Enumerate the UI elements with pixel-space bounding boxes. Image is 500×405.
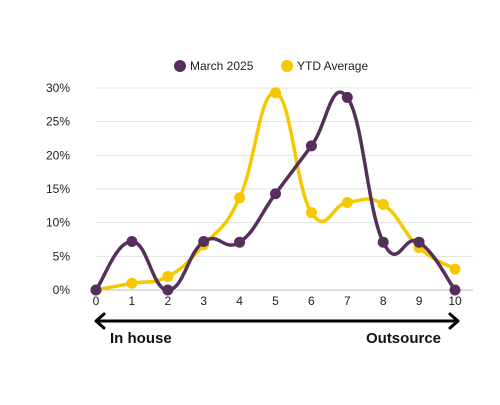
x-tick-label: 3: [200, 294, 207, 308]
in-house-label: In house: [110, 330, 172, 347]
y-tick-label: 5%: [53, 249, 71, 263]
x-axis-tick-labels: 0 1 2 3 4 5 6 7 8 9 10: [93, 294, 462, 308]
data-point-march-2025: [90, 284, 102, 296]
y-tick-label: 30%: [46, 81, 70, 95]
legend: March 2025 YTD Average: [174, 59, 368, 73]
data-point-march-2025: [449, 284, 461, 296]
x-tick-label: 6: [308, 294, 315, 308]
x-tick-label: 5: [272, 294, 279, 308]
legend-marker-ytd-average: [281, 60, 293, 72]
data-point-march-2025: [234, 236, 246, 248]
data-point-march-2025: [377, 236, 389, 248]
data-point-ytd-average: [449, 263, 461, 275]
gridlines: [96, 87, 473, 291]
x-tick-label: 1: [129, 294, 136, 308]
data-point-march-2025: [305, 140, 317, 152]
x-tick-label: 8: [380, 294, 387, 308]
legend-label-march-2025: March 2025: [190, 59, 254, 73]
data-point-ytd-average: [162, 271, 174, 283]
series-line-march-2025: [94, 90, 457, 292]
data-point-march-2025: [341, 91, 353, 103]
data-point-march-2025: [270, 188, 281, 200]
data-point-ytd-average: [305, 207, 317, 219]
y-axis-tick-labels: 0% 5% 10% 15% 20% 25% 30%: [46, 81, 70, 297]
outsource-label: Outsource: [366, 330, 441, 347]
data-point-ytd-average: [126, 277, 138, 289]
legend-label-ytd-average: YTD Average: [297, 59, 368, 73]
y-tick-label: 10%: [46, 216, 70, 230]
x-tick-label: 0: [93, 294, 100, 308]
data-point-march-2025: [162, 284, 174, 296]
x-tick-label: 10: [448, 294, 462, 308]
legend-marker-march-2025: [174, 60, 186, 72]
data-point-ytd-average: [270, 87, 281, 99]
arrow-head-left: [94, 312, 106, 330]
data-point-ytd-average: [377, 198, 389, 210]
arrow-head-right: [448, 312, 460, 330]
data-point-march-2025: [126, 236, 138, 248]
x-tick-label: 7: [344, 294, 351, 308]
x-tick-label: 2: [164, 294, 171, 308]
y-tick-label: 15%: [46, 182, 70, 196]
x-tick-label: 9: [416, 294, 423, 308]
data-point-ytd-average: [234, 192, 246, 204]
series-layer: [90, 87, 461, 296]
y-tick-label: 20%: [46, 148, 70, 162]
data-point-march-2025: [198, 236, 210, 248]
x-tick-label: 4: [236, 294, 243, 308]
y-tick-label: 25%: [46, 115, 70, 129]
double-arrow: [94, 312, 460, 330]
data-point-ytd-average: [341, 196, 353, 208]
data-point-march-2025: [413, 236, 425, 248]
y-tick-label: 0%: [53, 283, 71, 297]
